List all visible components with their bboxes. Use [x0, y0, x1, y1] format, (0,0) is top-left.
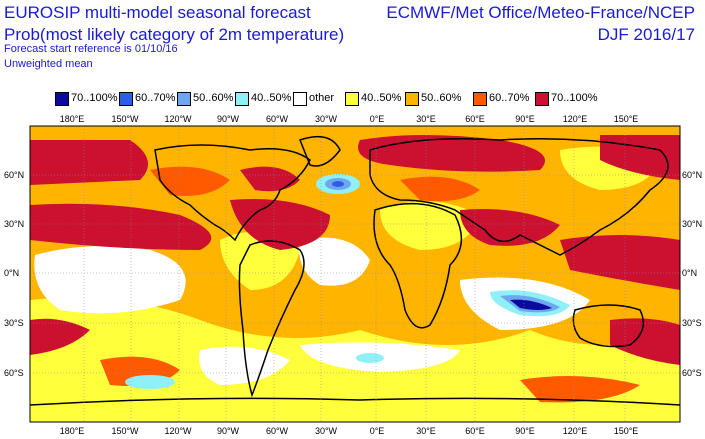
- weighting-note: Unweighted mean: [4, 58, 93, 70]
- north-america-outline: [154, 144, 311, 242]
- lon-label-top: 60°W: [266, 114, 289, 124]
- southern-pacific-cold-40: [125, 375, 175, 389]
- map-title: EUROSIP multi-model seasonal forecast: [4, 3, 311, 22]
- lat-label-left: 30°S: [4, 318, 24, 328]
- legend-label: 50..60%: [421, 92, 462, 104]
- europe-orange: [400, 176, 480, 202]
- legend-label: other: [309, 92, 335, 104]
- forecast-reference: Forecast start reference is 01/10/16: [4, 43, 178, 55]
- legend-swatch: [345, 92, 359, 106]
- lon-label-bottom: 60°E: [465, 426, 485, 436]
- north-america-orange: [150, 166, 230, 196]
- lat-label-right: 60°S: [682, 368, 702, 378]
- lon-label-top: 30°W: [315, 114, 338, 124]
- graticule: [30, 126, 680, 422]
- legend-label: 60..70%: [489, 92, 530, 104]
- lat-label-left: 60°S: [4, 368, 24, 378]
- legend-swatch: [405, 92, 419, 106]
- eurasia-north-red: [358, 135, 545, 172]
- pacific-white-area: [34, 246, 186, 314]
- tropical-pacific-red: [30, 203, 212, 250]
- lat-label-right: 0°N: [682, 268, 697, 278]
- legend-swatch: [55, 92, 69, 106]
- southwest-pacific-red: [610, 318, 680, 365]
- caribbean-red: [230, 199, 330, 250]
- north-pacific-red: [30, 140, 148, 185]
- south-america-outline: [238, 240, 305, 398]
- legend-label: 40..50%: [251, 92, 292, 104]
- west-pacific-red: [560, 235, 680, 290]
- lon-label-top: 0°E: [370, 114, 385, 124]
- africa-yellow-patch: [380, 201, 480, 250]
- lon-label-top: 30°E: [416, 114, 436, 124]
- legend-swatch: [177, 92, 191, 106]
- legend-swatch: [235, 92, 249, 106]
- lon-label-top: 150°W: [111, 114, 139, 124]
- lon-label-bottom: 150°E: [614, 426, 639, 436]
- eurasia-outline: [369, 138, 669, 256]
- indian-ocean-cold-70: [510, 299, 552, 310]
- southern-ocean-orange: [520, 376, 640, 403]
- lat-label-right: 30°S: [682, 318, 702, 328]
- lat-label-right: 60°N: [682, 170, 702, 180]
- southern-atlantic-cold-40: [356, 353, 384, 363]
- australia-outline: [572, 304, 645, 348]
- lon-label-bottom: 90°E: [515, 426, 535, 436]
- lon-label-bottom: 120°W: [164, 426, 192, 436]
- coastlines: [30, 135, 680, 406]
- south-asia-red: [460, 209, 560, 246]
- legend-label: 40..50%: [361, 92, 402, 104]
- model-sources: ECMWF/Met Office/Meteo-France/NCEP: [386, 3, 695, 22]
- north-atlantic-cold-60: [332, 181, 344, 187]
- legend-swatch: [293, 92, 307, 106]
- lon-label-bottom: 180°E: [60, 426, 85, 436]
- legend-swatch: [473, 92, 487, 106]
- lat-label-left: 0°N: [4, 268, 19, 278]
- lon-label-top: 120°E: [563, 114, 588, 124]
- lon-label-bottom: 30°E: [416, 426, 436, 436]
- lon-label-top: 180°E: [60, 114, 85, 124]
- legend-label: 70..100%: [71, 92, 118, 104]
- greenland-outline: [299, 135, 341, 167]
- lon-label-bottom: 30°W: [315, 426, 338, 436]
- lon-label-top: 150°E: [614, 114, 639, 124]
- forecast-period: DJF 2016/17: [597, 25, 695, 44]
- antarctica-outline: [30, 397, 680, 406]
- hudson-red: [240, 166, 300, 192]
- top-longitude-labels: 180°E 150°W 120°W 90°W 60°W 30°W 0°E 30°…: [60, 114, 639, 124]
- lon-label-top: 120°W: [164, 114, 192, 124]
- right-latitude-labels: 60°N 30°N 0°N 30°S 60°S: [682, 170, 702, 378]
- probability-field: [30, 126, 680, 422]
- southern-pacific-white: [199, 346, 290, 385]
- lon-label-top: 90°E: [515, 114, 535, 124]
- lat-label-left: 60°N: [4, 170, 24, 180]
- legend-swatch: [119, 92, 133, 106]
- arctic-east-red: [600, 135, 680, 180]
- left-latitude-labels: 60°N 30°N 0°N 30°S 60°S: [4, 170, 24, 378]
- map-subtitle: Prob(most likely category of 2m temperat…: [4, 25, 345, 44]
- lon-label-bottom: 90°W: [217, 426, 240, 436]
- bottom-longitude-labels: 180°E 150°W 120°W 90°W 60°W 30°W 0°E 30°…: [60, 426, 639, 436]
- lat-label-left: 30°N: [4, 219, 24, 229]
- lon-label-bottom: 0°E: [370, 426, 385, 436]
- lon-label-bottom: 60°W: [266, 426, 289, 436]
- legend-label: 60..70%: [135, 92, 176, 104]
- lon-label-bottom: 120°E: [563, 426, 588, 436]
- lon-label-top: 60°E: [465, 114, 485, 124]
- lat-label-right: 30°N: [682, 219, 702, 229]
- legend-label: 70..100%: [551, 92, 598, 104]
- legend-label: 50..60%: [193, 92, 234, 104]
- south-pacific-west-red: [30, 318, 90, 355]
- legend-swatch: [535, 92, 549, 106]
- africa-outline: [373, 202, 463, 329]
- lon-label-top: 90°W: [217, 114, 240, 124]
- map-frame: [29, 125, 681, 423]
- atlantic-white-area: [299, 237, 370, 286]
- lon-label-bottom: 150°W: [111, 426, 139, 436]
